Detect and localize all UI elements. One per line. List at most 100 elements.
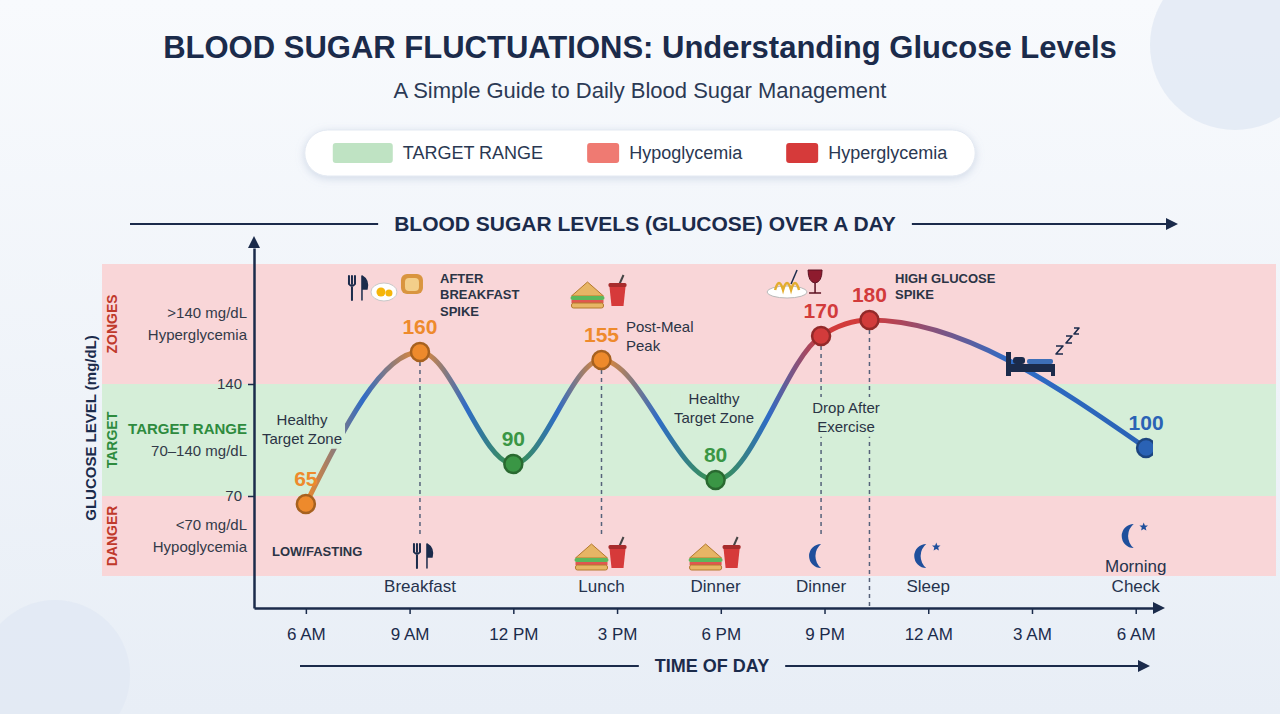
- data-label: 100: [1129, 411, 1164, 434]
- text-line: Target Zone: [674, 409, 754, 426]
- icon-sandwich: [689, 544, 723, 570]
- zone-band: [102, 496, 1276, 576]
- icon-part: [1011, 364, 1055, 372]
- annotation-patch: [437, 269, 523, 321]
- icon-part: [724, 549, 740, 568]
- header-arrow: [1166, 218, 1178, 230]
- icon-cup: [723, 537, 741, 568]
- icon-noodles: [767, 270, 807, 298]
- annotation: Drop AfterExercise: [809, 397, 883, 437]
- icon-toast: [401, 274, 423, 294]
- x-axis-line: [255, 607, 1154, 610]
- icon-part: [791, 270, 797, 284]
- icon-part: [609, 287, 625, 306]
- data-point: [297, 495, 315, 513]
- x-tick: 6 AM: [1117, 608, 1156, 644]
- x-tick-mark: [409, 608, 411, 614]
- x-tick-label: 6 AM: [287, 625, 326, 644]
- data-label: 180: [852, 283, 887, 306]
- legend-label: Hypoglycemia: [629, 143, 743, 163]
- text-line: BREAKFAST: [440, 287, 520, 302]
- icon-sandwich: [570, 282, 604, 308]
- icon-fork-knife: [414, 544, 432, 568]
- icon-part: [401, 274, 423, 294]
- text-line: Breakfast: [384, 577, 456, 596]
- icon-part: [575, 544, 607, 558]
- legend-swatch: [333, 143, 393, 163]
- icon-part: [809, 544, 821, 568]
- icon-part: [414, 544, 420, 568]
- zone-label: TARGET RANGE: [128, 420, 247, 437]
- icon-part: [1027, 359, 1053, 364]
- text-line: Healthy: [689, 390, 740, 407]
- x-tick: 6 PM: [701, 608, 741, 644]
- x-tick-label: 9 PM: [805, 625, 845, 644]
- x-tick-label: 3 PM: [598, 625, 638, 644]
- x-tick-mark: [721, 608, 723, 614]
- legend-item: Hypoglycemia: [587, 143, 743, 163]
- legend: TARGET RANGEHypoglycemiaHyperglycemia: [305, 130, 975, 176]
- x-tick-label: 3 AM: [1013, 625, 1052, 644]
- icon-part: [619, 275, 623, 284]
- y-axis-arrow: [248, 236, 260, 248]
- data-point: [707, 471, 725, 489]
- text-line: AFTER: [440, 271, 484, 286]
- text-line: SPIKE: [895, 287, 934, 302]
- annotation: HealthyTarget Zone: [259, 409, 345, 449]
- icon-part: [914, 544, 926, 568]
- icon-part: [1051, 368, 1055, 376]
- data-labels: 651609015580170180100: [294, 283, 1163, 490]
- annotation: Healthy Target Zone: [671, 388, 757, 428]
- data-label: 160: [402, 315, 437, 338]
- plot-title: BLOOD SUGAR LEVELS (GLUCOSE) OVER A DAY: [394, 212, 896, 235]
- text-line: Check: [1112, 577, 1161, 596]
- text-line: Dinner: [691, 577, 741, 596]
- annotation-text: Post-MealPeak: [626, 318, 694, 354]
- x-tick-label: 12 AM: [905, 625, 953, 644]
- icon-part: [405, 278, 419, 291]
- zone-band: [102, 384, 1276, 496]
- event-label: Lunch: [578, 577, 624, 596]
- icon-part: [767, 286, 807, 298]
- data-point: [1137, 439, 1153, 457]
- x-tick-mark: [928, 608, 930, 614]
- text-line: LOW/FASTING: [272, 544, 362, 559]
- data-label: 65: [294, 467, 318, 490]
- header-rule: [130, 223, 378, 225]
- text-line: Exercise: [817, 418, 875, 435]
- x-axis-title: TIME OF DAY: [655, 656, 769, 676]
- annotation-patch: [809, 397, 883, 437]
- icon-part: [376, 288, 385, 297]
- plot-area: [297, 311, 1153, 513]
- annotation-text: HIGH GLUCOSESPIKE: [895, 271, 996, 302]
- x-tick: 12 PM: [489, 608, 538, 644]
- x-tick-mark: [1032, 608, 1034, 614]
- zone-name: TARGET: [104, 411, 120, 468]
- annotation-text: Drop AfterExercise: [812, 399, 880, 435]
- subtitle: A Simple Guide to Daily Blood Sugar Mana…: [394, 78, 887, 103]
- icon-part: [734, 537, 738, 546]
- text-line: Sleep: [907, 577, 950, 596]
- data-label: 90: [502, 427, 525, 450]
- x-tick-mark: [1135, 608, 1137, 614]
- annotation-patch: [623, 316, 697, 356]
- annotation-patch: [671, 388, 757, 428]
- x-tick-mark: [513, 608, 515, 614]
- icon-part: [609, 549, 625, 568]
- data-label: 170: [804, 299, 839, 322]
- x-tick: 9 AM: [391, 608, 430, 644]
- decor-circle: [0, 600, 130, 714]
- x-title-arrow: [1138, 660, 1150, 672]
- icon-part: [1139, 523, 1148, 531]
- text-line: Dinner: [796, 577, 846, 596]
- guide-line: [601, 370, 603, 536]
- icon-cup: [608, 537, 626, 568]
- y-tick-label: 70: [225, 487, 242, 504]
- icon-part: [690, 544, 722, 558]
- icon-sandwich: [574, 544, 608, 570]
- x-tick: 3 AM: [1013, 608, 1052, 644]
- icon-wine: [808, 270, 822, 293]
- data-point: [411, 343, 429, 361]
- event-label: Dinner: [691, 577, 741, 596]
- icon-fork-knife: [349, 276, 367, 300]
